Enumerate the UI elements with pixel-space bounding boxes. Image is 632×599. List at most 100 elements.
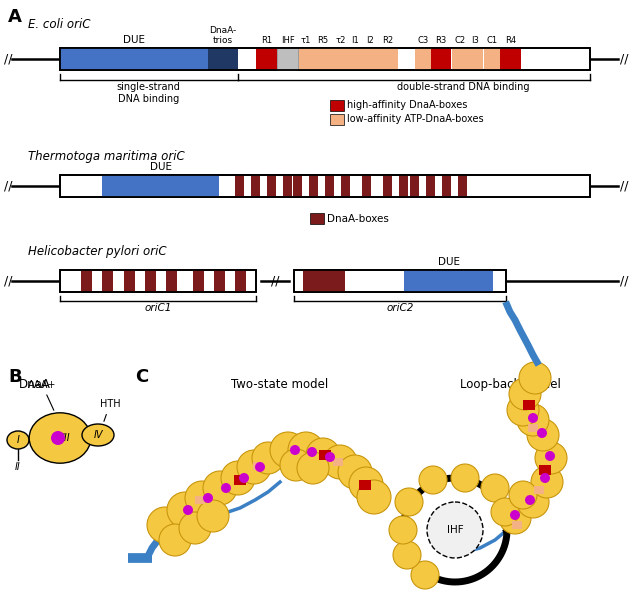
Circle shape	[537, 428, 547, 438]
Text: double-strand DNA binding: double-strand DNA binding	[397, 82, 530, 92]
Circle shape	[338, 455, 372, 489]
Bar	[298, 48, 313, 70]
Text: Two-state model: Two-state model	[231, 378, 329, 391]
Circle shape	[221, 461, 255, 495]
Circle shape	[393, 541, 421, 569]
Bar	[348, 48, 363, 70]
Text: high-affinity DnaA-boxes: high-affinity DnaA-boxes	[347, 101, 468, 110]
Bar	[253, 462, 263, 470]
Text: DnaA-boxes: DnaA-boxes	[327, 213, 389, 223]
Circle shape	[323, 445, 357, 479]
Circle shape	[185, 481, 219, 515]
Bar	[313, 270, 324, 292]
Bar	[484, 48, 500, 70]
Bar	[325, 175, 334, 197]
Text: A: A	[8, 8, 22, 26]
Bar	[500, 48, 521, 70]
Bar	[399, 175, 408, 197]
Text: //: //	[620, 180, 628, 192]
Bar	[377, 48, 398, 70]
Circle shape	[395, 488, 423, 516]
Text: I: I	[16, 435, 20, 445]
Circle shape	[237, 450, 271, 484]
Bar	[415, 48, 431, 70]
Text: Helicobacter pylori oriC: Helicobacter pylori oriC	[28, 245, 167, 258]
Bar	[166, 270, 177, 292]
Text: I3: I3	[471, 36, 480, 45]
Bar	[431, 48, 451, 70]
Bar	[333, 458, 343, 466]
Bar	[330, 114, 344, 125]
Bar	[319, 450, 331, 460]
Text: C3: C3	[417, 36, 428, 45]
Ellipse shape	[7, 431, 29, 449]
Circle shape	[349, 467, 383, 501]
Bar	[333, 48, 348, 70]
Circle shape	[167, 492, 203, 528]
Text: //: //	[620, 53, 628, 65]
Text: //: //	[620, 274, 628, 288]
Text: DUE: DUE	[438, 257, 460, 267]
Circle shape	[147, 507, 183, 543]
Bar	[209, 48, 238, 70]
Text: R2: R2	[382, 36, 393, 45]
Circle shape	[203, 493, 213, 503]
Text: single-strand
DNA binding: single-strand DNA binding	[117, 82, 181, 104]
Bar	[334, 270, 345, 292]
Bar	[442, 175, 451, 197]
Bar	[303, 270, 313, 292]
Circle shape	[517, 486, 549, 518]
Bar	[81, 270, 92, 292]
Circle shape	[531, 466, 563, 498]
Bar	[267, 175, 276, 197]
Bar	[283, 175, 291, 197]
Circle shape	[325, 452, 335, 462]
Text: //: //	[4, 180, 12, 192]
Circle shape	[159, 524, 191, 556]
Circle shape	[389, 516, 417, 544]
Bar	[293, 175, 302, 197]
Text: AAA+: AAA+	[28, 380, 56, 410]
Bar	[383, 175, 392, 197]
Circle shape	[527, 419, 559, 451]
Bar	[341, 175, 350, 197]
Ellipse shape	[29, 413, 91, 463]
Bar	[404, 270, 494, 292]
Text: C1: C1	[487, 36, 497, 45]
Circle shape	[507, 394, 539, 426]
Circle shape	[203, 471, 237, 505]
Text: Loop-back model: Loop-back model	[459, 378, 561, 391]
Text: III: III	[62, 433, 70, 443]
Text: R4: R4	[505, 36, 516, 45]
Text: DnaA: DnaA	[19, 378, 51, 391]
Bar	[193, 270, 204, 292]
Bar	[251, 175, 260, 197]
Bar	[309, 175, 318, 197]
Text: Thermotoga maritima oriC: Thermotoga maritima oriC	[28, 150, 185, 163]
Circle shape	[221, 483, 231, 493]
Bar	[359, 480, 371, 490]
Bar	[528, 424, 538, 432]
Circle shape	[357, 480, 391, 514]
Text: B: B	[8, 368, 21, 386]
Circle shape	[509, 481, 537, 509]
Text: oriC2: oriC2	[386, 303, 414, 313]
Bar	[426, 175, 435, 197]
Bar	[468, 48, 483, 70]
Circle shape	[411, 561, 439, 589]
Bar	[539, 465, 551, 475]
Bar	[256, 48, 277, 70]
Circle shape	[306, 438, 340, 472]
Bar	[60, 270, 256, 292]
Text: I2: I2	[366, 36, 374, 45]
Circle shape	[255, 462, 265, 472]
Bar	[363, 48, 377, 70]
Text: HTH: HTH	[100, 399, 120, 421]
Text: R1: R1	[261, 36, 272, 45]
Text: IV: IV	[94, 430, 103, 440]
Circle shape	[290, 445, 300, 455]
Circle shape	[499, 502, 531, 534]
Circle shape	[239, 473, 249, 483]
Circle shape	[280, 449, 312, 481]
Bar	[60, 175, 590, 197]
